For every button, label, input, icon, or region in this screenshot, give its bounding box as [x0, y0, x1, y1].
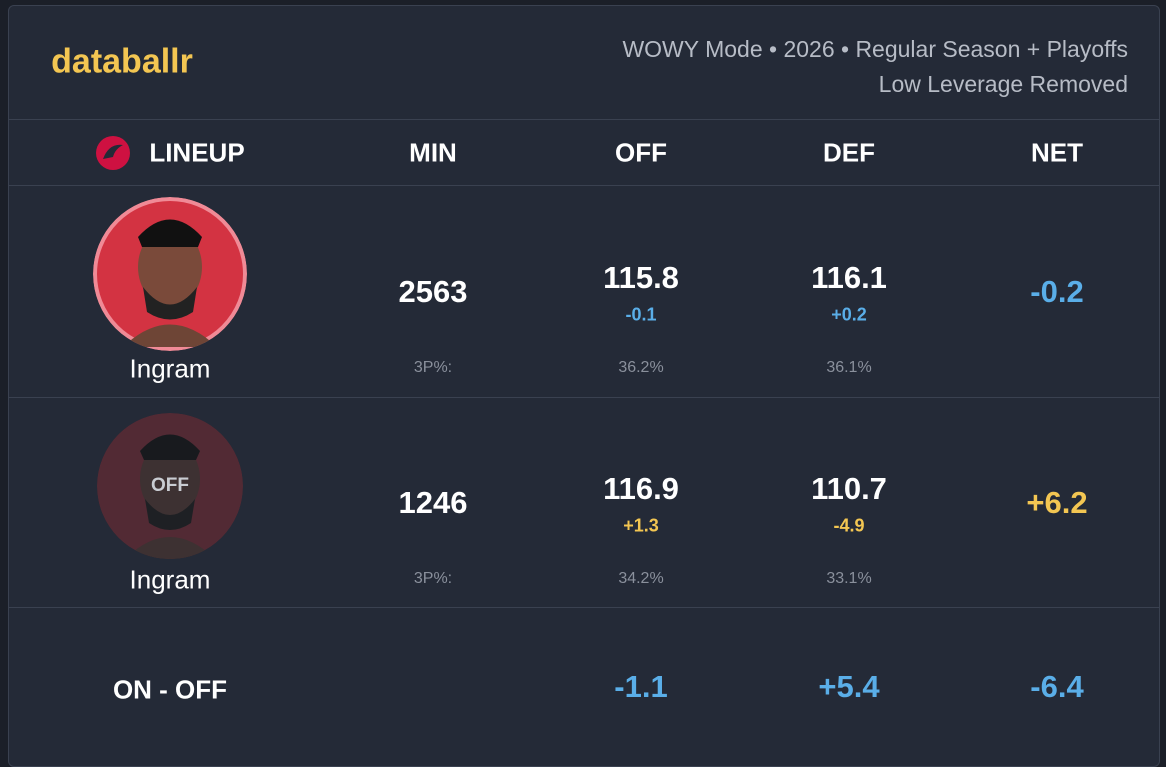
subtitle-line: Low Leverage Removed: [878, 71, 1128, 97]
net-rating: +6.2: [1026, 485, 1088, 520]
def-rating: 116.1: [811, 260, 887, 295]
divider: [8, 607, 1160, 608]
column-header: OFF: [615, 137, 667, 168]
logo: databallr: [51, 42, 193, 81]
def-3p: 33.1%: [826, 570, 872, 587]
summary-off: -1.1: [614, 669, 668, 704]
def-diff: +0.2: [831, 304, 867, 325]
column-header: MIN: [409, 137, 457, 168]
off-diff: +1.3: [623, 515, 659, 536]
player-avatar: [93, 197, 247, 351]
player-avatar: [97, 413, 243, 559]
minutes: 1246: [398, 485, 468, 520]
off-rating: 116.9: [603, 471, 679, 506]
summary-def: +5.4: [818, 669, 880, 704]
divider: [8, 397, 1160, 398]
off-rating: 115.8: [603, 260, 679, 295]
off-3p: 36.2%: [618, 359, 664, 376]
summary-label: ON - OFF: [112, 674, 228, 705]
column-header: LINEUP: [149, 137, 245, 168]
column-header: NET: [1031, 137, 1083, 168]
column-header: DEF: [823, 137, 875, 168]
off-3p: 34.2%: [618, 570, 664, 587]
card: [8, 5, 1160, 767]
subtitle-line: WOWY Mode • 2026 • Regular Season + Play…: [622, 36, 1128, 62]
divider: [8, 119, 1160, 120]
def-diff: -4.9: [833, 515, 865, 536]
off-diff: -0.1: [625, 304, 657, 325]
player-name: Ingram: [129, 564, 211, 595]
subtitle: WOWY Mode • 2026 • Regular Season + Play…: [622, 32, 1128, 102]
def-3p: 36.1%: [826, 359, 872, 376]
def-rating: 110.7: [811, 471, 887, 506]
threep-label: 3P%:: [413, 359, 453, 376]
team-logo: [96, 136, 130, 170]
net-rating: -0.2: [1030, 274, 1084, 309]
minutes: 2563: [398, 274, 468, 309]
summary-net: -6.4: [1030, 669, 1084, 704]
off-badge: OFF: [151, 475, 189, 496]
divider: [8, 185, 1160, 186]
player-name: Ingram: [129, 353, 211, 384]
threep-label: 3P%:: [413, 570, 453, 587]
